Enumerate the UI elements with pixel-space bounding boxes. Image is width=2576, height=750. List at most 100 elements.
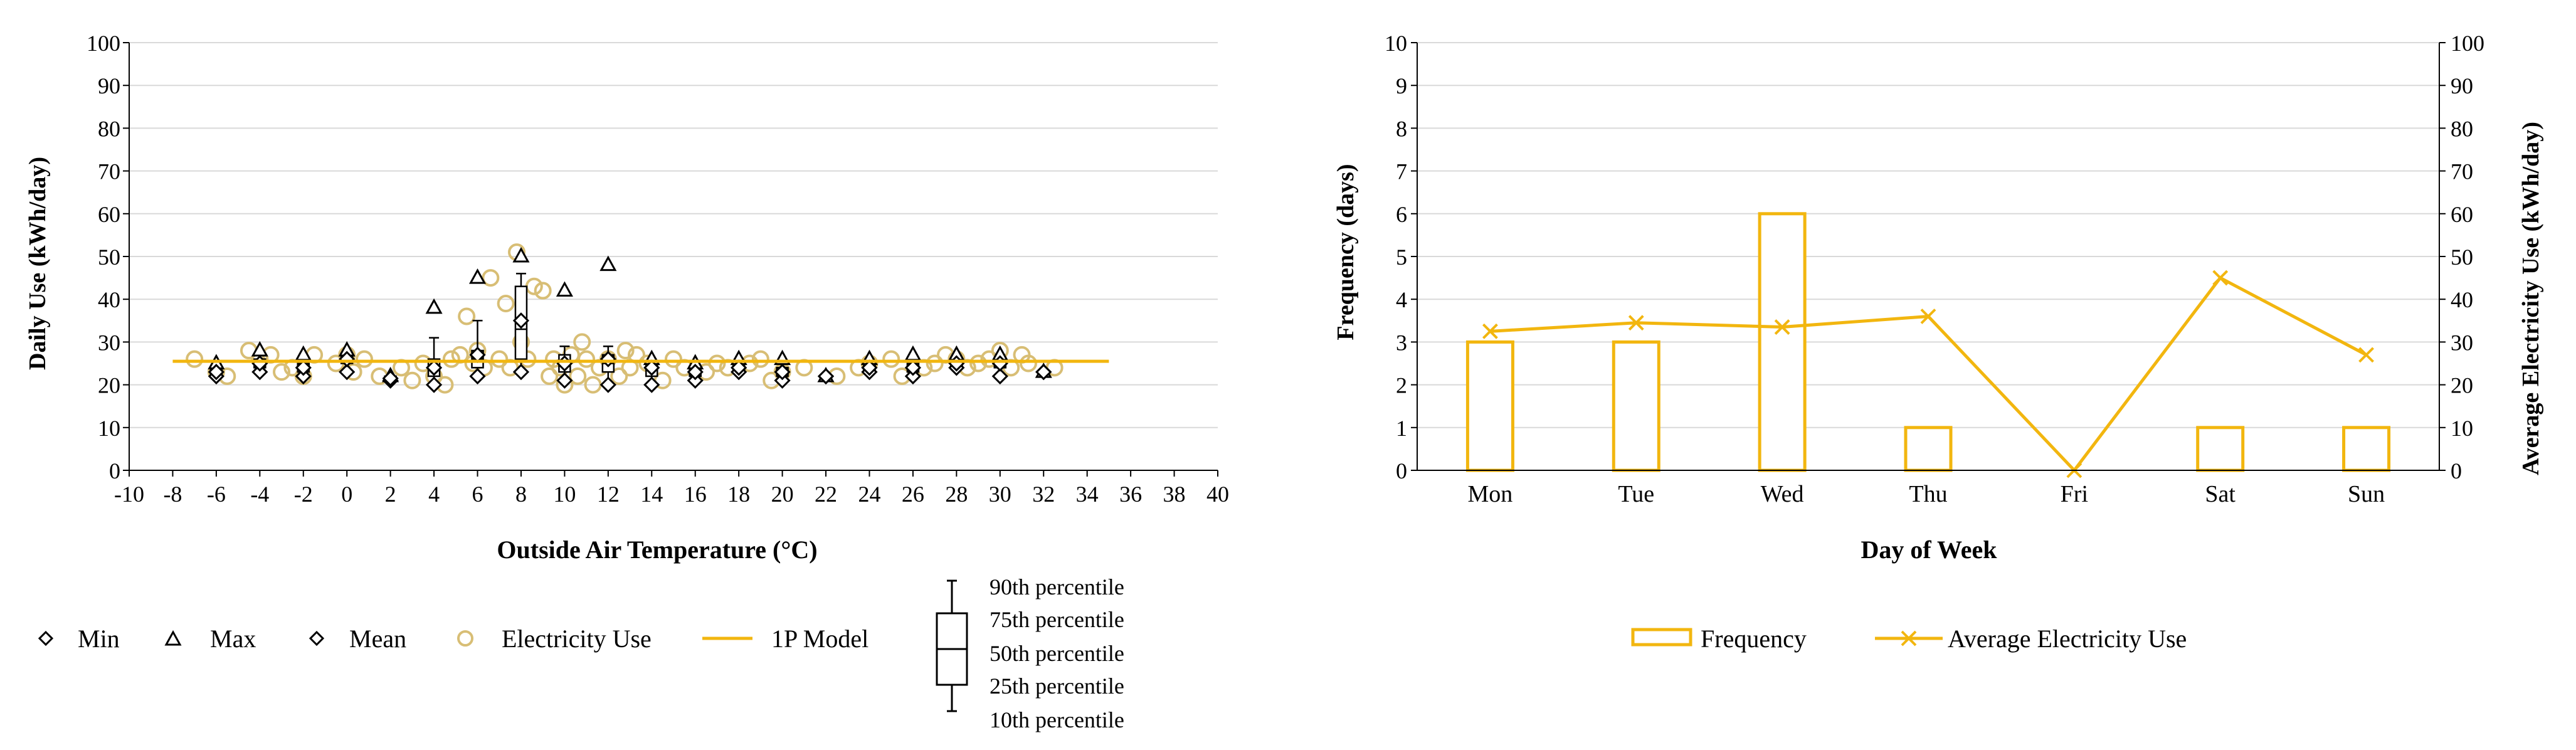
bar-line-chart: 0 1 2 3 4 5 6 7 8 9 10 0 10 20 30 40 50 60 70 80 90 100 Mon T… — [1333, 31, 2544, 564]
frequency-bar — [1904, 426, 1953, 472]
average-point — [1774, 319, 1790, 335]
electricity-point — [458, 307, 476, 325]
x-tick-label: 10 — [553, 482, 576, 507]
y-tick-label: 60 — [98, 202, 120, 227]
frequency-bar — [2196, 426, 2245, 472]
min-marker — [425, 376, 443, 393]
electricity-point — [665, 350, 682, 368]
x-tick-label: 6 — [472, 482, 483, 507]
electricity-point — [969, 354, 988, 372]
x-tick-label: 22 — [815, 482, 837, 507]
mean-marker — [904, 359, 922, 376]
x-tick-label: 14 — [640, 482, 663, 507]
x-tick-label: 8 — [515, 482, 527, 507]
average-point — [2212, 270, 2229, 286]
y2-tick-label: 50 — [2451, 245, 2473, 270]
min-marker — [295, 367, 312, 385]
electricity-point — [610, 367, 628, 385]
mean-marker — [817, 367, 835, 385]
legend-p10: 10th percentile — [990, 707, 1124, 732]
y-tick-label: 0 — [1396, 458, 1407, 483]
frequency-bar — [1612, 340, 1660, 472]
y-tick-label: 50 — [98, 245, 120, 270]
y-tick-label: 70 — [98, 159, 120, 184]
min-marker — [599, 376, 616, 393]
y-tick-label: 3 — [1396, 330, 1407, 355]
max-marker — [425, 298, 443, 314]
x-tick-label: 40 — [1206, 482, 1229, 507]
electricity-point — [708, 354, 726, 372]
min-marker — [556, 372, 573, 389]
x-tick-label: Wed — [1761, 481, 1804, 507]
x-axis-label: Day of Week — [1861, 536, 1997, 564]
legend-boxplot: 90th percentile 75th percentile 50th per… — [936, 574, 1124, 732]
max-marker — [556, 281, 573, 297]
legend-average: Average Electricity Use — [1875, 625, 2187, 653]
legend-frequency-swatch — [1631, 628, 1692, 647]
y2-tick-label: 0 — [2451, 458, 2462, 483]
y-tick-label: 7 — [1396, 159, 1407, 184]
mean-marker — [512, 312, 530, 329]
mean-marker — [861, 359, 878, 376]
x-tick-label: Mon — [1468, 481, 1513, 507]
legend-average-marker — [1901, 630, 1917, 647]
legend-p25: 25th percentile — [990, 673, 1124, 699]
electricity-point — [616, 342, 635, 360]
y2-tick-label: 20 — [2451, 373, 2473, 398]
x-tick-label: -4 — [250, 482, 269, 507]
frequency-bars — [1465, 212, 2391, 472]
y2-tick-label: 60 — [2451, 202, 2473, 227]
electricity-point — [541, 367, 559, 385]
min-marker — [643, 376, 660, 393]
y2-tick-label: 10 — [2451, 416, 2473, 441]
x-tick-label: 30 — [989, 482, 1011, 507]
y2-tick-label: 30 — [2451, 330, 2473, 355]
electricity-point — [882, 350, 900, 368]
y2-tick-label: 80 — [2451, 116, 2473, 141]
legend-min-marker — [38, 630, 54, 647]
x-tick-label: 16 — [684, 482, 707, 507]
legend-mean-marker — [309, 630, 325, 647]
y-tick-label: 10 — [1385, 31, 1407, 56]
y-tick-label: 10 — [98, 416, 120, 441]
min-marker — [512, 364, 530, 381]
y2-tick-label: 70 — [2451, 159, 2473, 184]
x-tick-label: 24 — [858, 482, 880, 507]
mean-marker — [382, 370, 399, 387]
x-tick-label: 26 — [902, 482, 924, 507]
electricity-point — [482, 269, 500, 287]
mean-marker — [687, 364, 704, 381]
min-marker — [687, 372, 704, 389]
electricity-point — [355, 350, 373, 368]
x-tick-label: 32 — [1032, 482, 1055, 507]
electricity-point — [490, 350, 509, 368]
grid — [1417, 42, 2439, 428]
y2-tick-label: 40 — [2451, 287, 2473, 312]
electricity-point — [442, 350, 460, 368]
min-marker — [469, 367, 486, 385]
y-tick-label: 4 — [1396, 287, 1407, 312]
y-tick-label: 5 — [1396, 245, 1407, 270]
max-marker — [512, 246, 530, 263]
average-point — [1920, 309, 1936, 324]
percentile-boxes — [209, 273, 1050, 386]
legend-mean-label: Mean — [349, 625, 406, 653]
x-tick-label: 4 — [428, 482, 440, 507]
max-marker — [904, 345, 922, 361]
y-tick-label: 0 — [109, 458, 120, 483]
average-point — [2358, 347, 2374, 363]
max-marker — [599, 255, 617, 272]
legend-model: 1P Model — [702, 625, 868, 653]
frequency-bar — [1758, 212, 1807, 472]
x-tick-labels: Mon Tue Wed Thu Fri Sat Sun — [1468, 481, 2385, 507]
x-tick-label: -2 — [294, 482, 313, 507]
min-marker — [774, 372, 791, 389]
scatter-legend: Min Max Mean Electricity Use 1P Model 90… — [38, 574, 1124, 732]
y-tick-label: 20 — [98, 373, 120, 398]
y-tick-label: 9 — [1396, 73, 1407, 98]
x-tick-label: 0 — [341, 482, 352, 507]
frequency-bar — [1465, 340, 1514, 472]
electricity-point — [573, 333, 591, 351]
x-tick-label: Sat — [2205, 481, 2236, 507]
